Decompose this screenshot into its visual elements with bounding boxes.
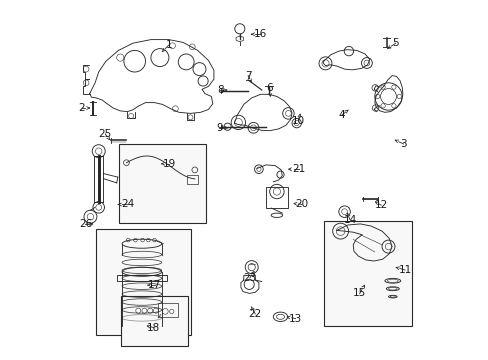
Text: 21: 21 (291, 164, 305, 174)
Bar (158, 303, 178, 317)
Text: 12: 12 (374, 200, 387, 210)
Text: 15: 15 (352, 288, 366, 298)
Text: 18: 18 (147, 323, 160, 333)
Bar (323, 221, 411, 326)
Text: 1: 1 (165, 40, 172, 50)
Text: 3: 3 (400, 139, 406, 149)
Text: 14: 14 (343, 215, 356, 225)
Text: 24: 24 (121, 199, 134, 210)
Text: 8: 8 (217, 85, 223, 95)
Bar (121, 296, 187, 346)
Bar (119, 144, 205, 223)
Text: 10: 10 (291, 116, 305, 126)
Text: 4: 4 (338, 110, 345, 120)
Text: 26: 26 (79, 219, 92, 229)
Text: 17: 17 (147, 280, 161, 290)
Text: 6: 6 (266, 83, 272, 93)
Bar (186, 175, 197, 184)
Text: 5: 5 (391, 38, 398, 48)
Text: 11: 11 (398, 265, 411, 275)
Text: 9: 9 (216, 123, 222, 133)
Bar (96, 229, 190, 335)
Text: 20: 20 (295, 199, 308, 210)
Text: 7: 7 (244, 71, 251, 81)
Text: 16: 16 (254, 29, 267, 39)
Text: 19: 19 (163, 159, 176, 169)
Text: 22: 22 (248, 309, 262, 319)
Text: 13: 13 (288, 314, 302, 324)
Text: 2: 2 (78, 103, 85, 113)
Text: 25: 25 (99, 129, 112, 139)
Bar (265, 187, 287, 208)
Text: 23: 23 (243, 273, 256, 283)
